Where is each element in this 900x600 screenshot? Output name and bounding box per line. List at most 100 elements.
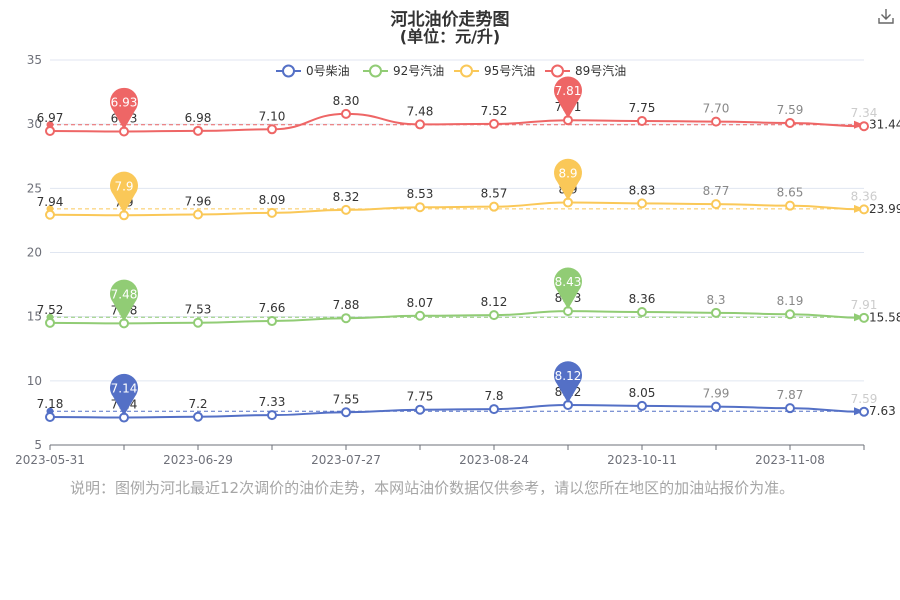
data-point <box>785 403 795 414</box>
data-label: 7.18 <box>37 397 64 411</box>
x-tick-label: 2023-08-24 <box>459 453 529 467</box>
data-label: 6.98 <box>185 111 212 125</box>
data-point <box>45 125 55 136</box>
data-label: 7.91 <box>851 298 878 312</box>
data-label: 7.87 <box>777 388 804 402</box>
series-89号汽油: 31.44 6.97 6.93 6.98 7.10 8.30 7.48 7.52 7.81 7.7… <box>37 76 900 137</box>
min-pin-label: 7.9 <box>114 179 133 193</box>
data-point <box>785 200 795 211</box>
data-point <box>859 204 869 215</box>
legend-item[interactable]: 92号汽油 <box>363 63 444 78</box>
legend-marker <box>551 64 564 78</box>
data-point <box>415 404 425 415</box>
data-point <box>193 125 203 136</box>
average-label: 31.44 <box>869 118 900 132</box>
max-pin <box>554 267 582 310</box>
legend-marker <box>460 64 473 78</box>
data-point <box>785 309 795 320</box>
y-tick-label: 30 <box>27 117 42 131</box>
y-tick-label: 25 <box>27 181 42 195</box>
data-point <box>341 407 351 418</box>
data-point <box>859 312 869 323</box>
data-point <box>415 310 425 321</box>
data-label: 7.59 <box>851 392 878 406</box>
series-line <box>49 403 865 419</box>
data-point <box>785 118 795 129</box>
max-pin-label: 8.43 <box>555 275 582 289</box>
average-line-arrow <box>854 120 864 129</box>
data-label: 7.94 <box>37 195 64 209</box>
series-line <box>49 310 865 325</box>
data-point <box>193 317 203 328</box>
legend-marker <box>282 64 295 78</box>
data-point <box>711 307 721 318</box>
data-label: 8.36 <box>851 189 878 203</box>
legend-label: 95号汽油 <box>484 63 535 78</box>
data-label: 8.53 <box>407 187 434 201</box>
data-point <box>489 118 499 129</box>
average-line-arrow <box>854 313 864 322</box>
max-pin <box>554 361 582 403</box>
data-label: 7.48 <box>407 104 434 118</box>
min-pin <box>110 171 139 214</box>
data-label: 7.55 <box>333 392 360 406</box>
x-tick-label: 2023-07-27 <box>311 453 381 467</box>
max-pin-label: 8.9 <box>558 166 577 180</box>
data-label: 8.09 <box>259 193 286 207</box>
data-point <box>267 316 277 327</box>
data-label: 8.12 <box>481 295 508 309</box>
data-label: 7.75 <box>407 390 434 404</box>
data-label: 7.2 <box>188 397 207 411</box>
data-label: 8.32 <box>333 190 360 204</box>
download-icon[interactable] <box>876 6 896 26</box>
legend-marker <box>369 64 382 78</box>
data-label: 8.83 <box>629 183 656 197</box>
legend-item[interactable]: 0号柴油 <box>276 64 350 78</box>
data-label: 7.8 <box>484 389 503 403</box>
min-pin <box>110 373 139 416</box>
average-line-arrow <box>854 204 864 213</box>
max-pin-label: 7.81 <box>555 84 582 98</box>
data-label: 8.19 <box>777 294 804 308</box>
y-tick-label: 15 <box>27 310 42 324</box>
average-label: 7.63 <box>869 404 896 418</box>
min-pin <box>110 279 139 322</box>
data-label: 8.36 <box>629 292 656 306</box>
data-label: 7.53 <box>185 303 212 317</box>
legend: 0号柴油 92号汽油 95号汽油 89号汽油 <box>276 63 626 78</box>
data-point <box>45 317 55 328</box>
data-point <box>341 204 351 215</box>
data-label: 7.99 <box>703 387 730 401</box>
data-point <box>45 209 55 220</box>
data-label: 7.88 <box>333 298 360 312</box>
min-pin-label: 7.14 <box>111 382 138 396</box>
data-label: 8.57 <box>481 187 508 201</box>
data-point <box>489 404 499 415</box>
data-point <box>267 124 277 135</box>
data-label: 8.77 <box>703 184 730 198</box>
x-tick-label: 2023-11-08 <box>755 453 825 467</box>
x-tick-label: 2023-05-31 <box>15 453 85 467</box>
y-tick-label: 35 <box>27 53 42 67</box>
data-point <box>711 199 721 210</box>
data-point <box>415 119 425 130</box>
average-line-arrow <box>854 407 864 416</box>
legend-label: 0号柴油 <box>306 64 350 78</box>
x-tick-label: 2023-06-29 <box>163 453 233 467</box>
data-point <box>637 198 647 209</box>
data-point <box>711 116 721 127</box>
legend-item[interactable]: 95号汽油 <box>454 63 535 78</box>
legend-label: 92号汽油 <box>393 63 444 78</box>
data-label: 7.34 <box>851 106 878 120</box>
data-point <box>341 108 351 119</box>
data-point <box>267 410 277 421</box>
legend-item[interactable]: 89号汽油 <box>545 63 626 78</box>
data-point <box>489 201 499 212</box>
data-label: 8.05 <box>629 386 656 400</box>
data-point <box>193 209 203 220</box>
chart-title: 河北油价走势图 <box>390 10 510 30</box>
data-label: 8.30 <box>333 94 360 108</box>
series-0号柴油: 7.63 7.18 7.14 7.2 7.33 7.55 7.75 7.8 8.12 8.05 7.… <box>37 361 896 423</box>
